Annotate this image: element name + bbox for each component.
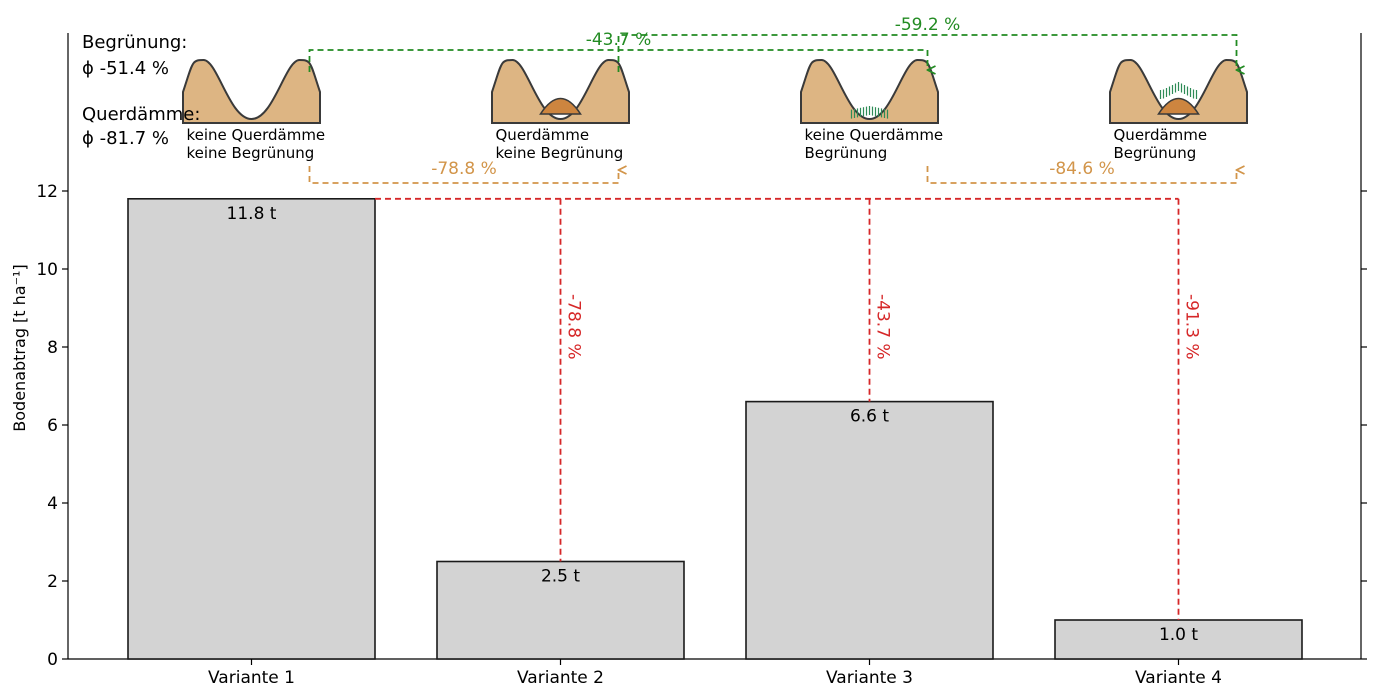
bar-value-label: 6.6 t (850, 407, 889, 427)
scenario-label-line2: keine Begrünung (496, 144, 624, 162)
dam-effect-label: -84.6 % (1049, 159, 1115, 179)
x-tick-label: Variante 1 (208, 668, 295, 688)
dam-arrow (926, 166, 1237, 184)
y-tick-label: 4 (47, 494, 58, 514)
bar-value-label: 11.8 t (227, 204, 277, 224)
x-tick-label: Variante 3 (826, 668, 913, 688)
x-tick-label: Variante 4 (1135, 668, 1222, 688)
bars: 11.8 t Variante 1 2.5 t Variante 2 6.6 t Vari… (127, 198, 1303, 688)
scenario-label-line2: Begrünung (1114, 144, 1197, 162)
vegetation (1159, 82, 1198, 99)
greening-summary-value: ϕ -51.4 % (82, 58, 169, 79)
greening-summary-label: Begrünung: (82, 32, 187, 53)
reduction-label: -91.3 % (1182, 294, 1202, 360)
reduction-label: -78.8 % (564, 294, 584, 360)
y-axis: 0 2 4 6 8 10 12 (36, 182, 1367, 670)
y-tick-label: 2 (47, 572, 58, 592)
greening-effect-label: -59.2 % (895, 15, 961, 35)
greening-arrow (617, 34, 1237, 72)
scenario-label-line1: Querdämme (496, 126, 590, 144)
y-tick-label: 12 (36, 182, 58, 202)
y-tick-label: 8 (47, 338, 58, 358)
x-tick-label: Variante 2 (517, 668, 604, 688)
dam-arrow (308, 166, 619, 184)
bar (127, 198, 376, 660)
dams-summary-value: ϕ -81.7 % (82, 128, 169, 149)
y-axis-title: Bodenabtrag [t ha⁻¹] (10, 264, 29, 431)
scenario-label-line2: Begrünung (805, 144, 888, 162)
cross-dam (1157, 97, 1200, 115)
reduction-label: -43.7 % (873, 294, 893, 360)
bar (436, 560, 685, 660)
y-tick-label: 10 (36, 260, 58, 280)
scenario-label-line1: Querdämme (1114, 126, 1208, 144)
bar-value-label: 2.5 t (541, 567, 580, 587)
effect-arrows: -43.7 %-59.2 %-78.8 % -84.6 % (308, 15, 1237, 184)
dams-summary-label: Querdämme: (82, 104, 200, 125)
summary-block: Begrünung: ϕ -51.4 % Querdämme: ϕ -81.7 … (82, 32, 200, 149)
vegetation (850, 106, 889, 119)
dam-effect-label: -78.8 % (431, 159, 497, 179)
scenario-label-line2: keine Begrünung (187, 144, 315, 162)
soil-profile (491, 58, 630, 124)
bar-value-label: 1.0 t (1159, 625, 1198, 645)
y-tick-label: 6 (47, 416, 58, 436)
scenario-label-line1: keine Querdämme (805, 126, 944, 144)
bar (745, 400, 994, 660)
soil-profile (182, 58, 321, 124)
reduction-lines: -78.8 % -43.7 % -91.3 % (375, 197, 1202, 620)
y-tick-label: 0 (47, 650, 58, 670)
cross-dam (539, 97, 582, 115)
scenario-label-line1: keine Querdämme (187, 126, 326, 144)
